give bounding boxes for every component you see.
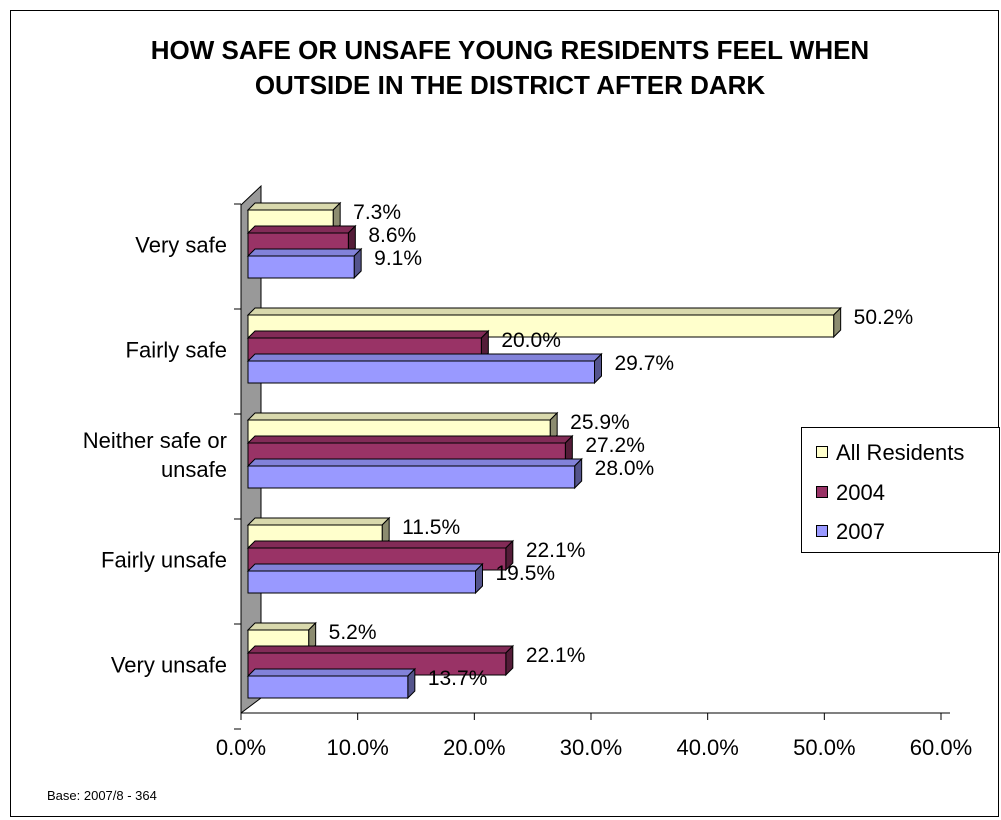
legend-swatch-all-residents: [816, 446, 828, 459]
data-label-2004-neither-safe-or-unsafe: 27.2%: [585, 434, 645, 457]
bar-2004-neither-safe-or-unsafe-top: [246, 435, 574, 444]
bar-2007-neither-safe-or-unsafe: [247, 465, 576, 489]
data-label-2007-very-safe: 9.1%: [374, 247, 422, 270]
chart-title: HOW SAFE OR UNSAFE YOUNG RESIDENTS FEEL …: [150, 35, 870, 100]
bar-2004-fairly-safe-top: [246, 330, 490, 339]
legend-label-2007: 2007: [836, 519, 885, 544]
data-label-2004-fairly-unsafe: 22.1%: [526, 539, 586, 562]
bar-all-residents-fairly-safe-top: [246, 307, 842, 316]
data-label-all-residents-fairly-safe: 50.2%: [854, 306, 914, 329]
bar-2007-very-unsafe: [247, 675, 409, 699]
category-label-neither-safe-or-unsafe: unsafe: [161, 457, 227, 482]
legend-item-2007: 2007: [816, 520, 885, 544]
legend-swatch-2004: [816, 486, 828, 499]
bar-2007-very-unsafe-top: [246, 668, 417, 677]
category-label-fairly-safe: Fairly safe: [126, 338, 227, 363]
bar-2007-fairly-unsafe: [247, 570, 476, 594]
bar-2007-fairly-unsafe-top: [246, 563, 484, 572]
bar-2004-very-unsafe-top: [246, 645, 515, 654]
legend-swatch-2007: [816, 525, 828, 538]
data-label-2004-very-unsafe: 22.1%: [526, 644, 586, 667]
data-label-2007-fairly-safe: 29.7%: [615, 352, 675, 375]
data-label-2007-neither-safe-or-unsafe: 28.0%: [595, 457, 655, 480]
legend-label-all-residents: All Residents: [836, 440, 965, 465]
legend: All Residents 2004 2007: [801, 427, 1000, 553]
x-tick-label: 50.0%: [793, 735, 855, 760]
bar-all-residents-very-unsafe-top: [246, 622, 317, 631]
x-tick-label: 30.0%: [560, 735, 622, 760]
bar-2004-fairly-unsafe-top: [246, 540, 515, 549]
data-label-all-residents-fairly-unsafe: 11.5%: [402, 516, 460, 539]
bar-2007-very-safe-top: [246, 248, 363, 257]
footnote: Base: 2007/8 - 364: [47, 788, 157, 803]
bar-all-residents-fairly-unsafe-top: [246, 517, 391, 526]
data-label-2007-fairly-unsafe: 19.5%: [496, 562, 556, 585]
bar-2007-very-safe: [247, 255, 355, 279]
x-tick-label: 40.0%: [676, 735, 738, 760]
data-label-all-residents-very-unsafe: 5.2%: [329, 621, 377, 644]
x-tick-label: 60.0%: [910, 735, 972, 760]
legend-label-2004: 2004: [836, 480, 885, 505]
bar-2007-neither-safe-or-unsafe-top: [246, 458, 583, 467]
data-label-2004-fairly-safe: 20.0%: [501, 329, 561, 352]
data-label-all-residents-very-safe: 7.3%: [353, 201, 401, 224]
x-tick-label: 20.0%: [443, 735, 505, 760]
bar-all-residents-neither-safe-or-unsafe-top: [246, 412, 559, 421]
bar-2007-fairly-safe: [247, 360, 595, 384]
category-label-neither-safe-or-unsafe: Neither safe or: [83, 428, 227, 453]
data-label-2004-very-safe: 8.6%: [368, 224, 416, 247]
x-tick-label: 0.0%: [216, 735, 266, 760]
category-label-very-safe: Very safe: [135, 233, 227, 258]
category-label-very-unsafe: Very unsafe: [111, 653, 227, 678]
category-label-fairly-unsafe: Fairly unsafe: [101, 548, 227, 573]
bar-all-residents-very-safe-top: [246, 202, 342, 211]
bar-2004-very-safe-top: [246, 225, 357, 234]
legend-item-all-residents: All Residents: [816, 441, 964, 465]
bar-2007-fairly-safe-top: [246, 353, 603, 362]
data-label-all-residents-neither-safe-or-unsafe: 25.9%: [570, 411, 630, 434]
legend-item-2004: 2004: [816, 481, 885, 505]
data-label-2007-very-unsafe: 13.7%: [428, 667, 488, 690]
x-tick-label: 10.0%: [326, 735, 388, 760]
